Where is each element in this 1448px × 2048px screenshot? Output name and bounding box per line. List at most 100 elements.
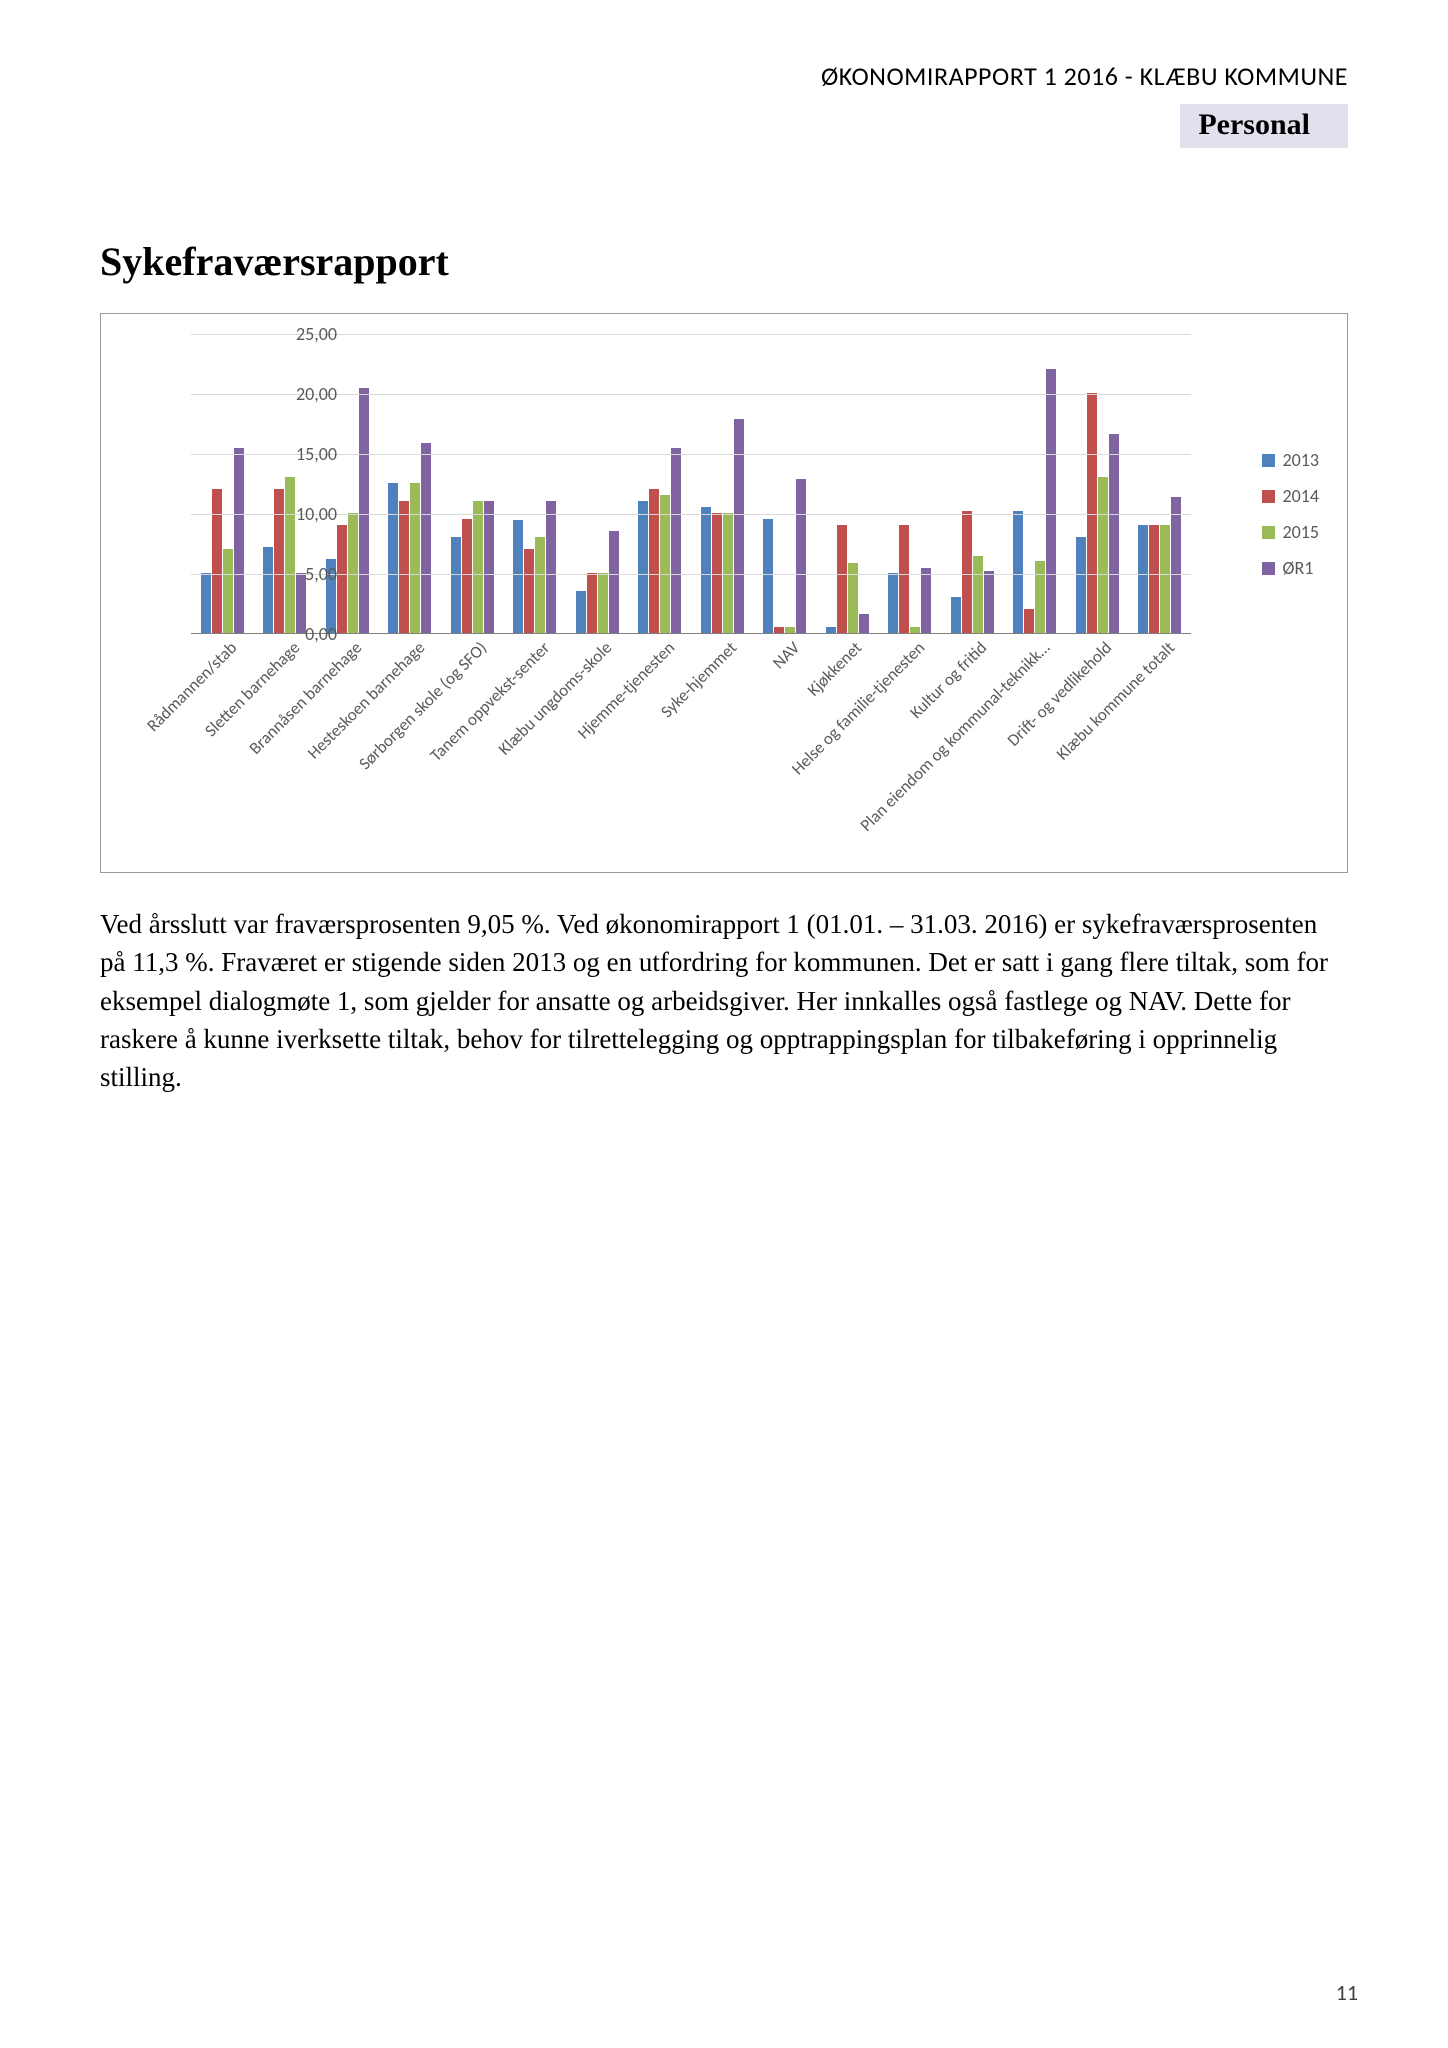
category-group: Sletten barnehage (254, 334, 317, 633)
bar (484, 501, 494, 633)
bar (826, 627, 836, 633)
bar (598, 573, 608, 633)
bar (796, 479, 806, 633)
bar (1035, 561, 1045, 633)
bar (462, 519, 472, 633)
bar (587, 573, 597, 633)
bar (609, 531, 619, 633)
section-title: Sykefraværsrapport (100, 238, 1348, 285)
bar (348, 513, 358, 633)
category-group: Drift- og vedlikehold (1066, 334, 1129, 633)
legend-swatch (1262, 454, 1275, 467)
bar (984, 571, 994, 633)
y-tick-label: 10,00 (267, 503, 337, 525)
legend-label: 2015 (1283, 521, 1320, 543)
bar (546, 501, 556, 633)
y-tick-label: 20,00 (267, 383, 337, 405)
category-group: Hjemme-tjenesten (629, 334, 692, 633)
x-tick-label: Hesteskoen barnehage (303, 637, 429, 763)
x-tick-label: Klæbu ungdoms-skole (494, 637, 616, 759)
bar (701, 507, 711, 633)
gridline (191, 334, 1191, 335)
legend-swatch (1262, 526, 1275, 539)
legend-item: 2014 (1262, 485, 1320, 507)
x-tick-label: Drift- og vedlikehold (1003, 637, 1116, 750)
bar (524, 549, 534, 633)
report-header: ØKONOMIRAPPORT 1 2016 - KLÆBU KOMMUNE (100, 60, 1348, 92)
bar (223, 549, 233, 633)
bar (785, 627, 795, 633)
bar (763, 519, 773, 633)
category-group: Plan eiendom og kommunal-teknikk… (1004, 334, 1067, 633)
bar (638, 501, 648, 633)
bar (399, 501, 409, 633)
bar (1046, 369, 1056, 633)
category-group: Klæbu kommune totalt (1129, 334, 1192, 633)
bar (1160, 525, 1170, 633)
sykefravaer-chart: Rådmannen/stabSletten barnehageBrannåsen… (100, 313, 1348, 873)
bar (410, 483, 420, 633)
bar (1138, 525, 1148, 633)
badge-wrap: Personal (100, 104, 1348, 148)
category-group: Kultur og fritid (941, 334, 1004, 633)
bar (513, 520, 523, 633)
bar (212, 489, 222, 633)
bar (576, 591, 586, 633)
category-group: Hesteskoen barnehage (379, 334, 442, 633)
bar (649, 489, 659, 633)
legend-swatch (1262, 562, 1275, 575)
bar (1098, 477, 1108, 633)
y-tick-label: 5,00 (267, 563, 337, 585)
category-group: Tanem oppvekst-senter (504, 334, 567, 633)
bar (1171, 497, 1181, 633)
bar (1024, 609, 1034, 633)
category-group: Helse og familie-tjenesten (879, 334, 942, 633)
bar (1013, 511, 1023, 633)
bar (234, 448, 244, 633)
legend-item: 2013 (1262, 449, 1320, 471)
bar (859, 614, 869, 633)
page-number: 11 (1336, 1979, 1358, 2006)
bar (421, 443, 431, 633)
gridline (191, 454, 1191, 455)
bar (774, 627, 784, 633)
y-tick-label: 25,00 (267, 323, 337, 345)
bar (962, 511, 972, 633)
x-tick-label: Brannåsen barnehage (245, 637, 366, 758)
x-tick-label: NAV (768, 637, 804, 673)
category-group: NAV (754, 334, 817, 633)
body-paragraph: Ved årsslutt var fraværsprosenten 9,05 %… (100, 905, 1348, 1097)
category-group: Klæbu ungdoms-skole (566, 334, 629, 633)
bar (734, 419, 744, 633)
y-tick-label: 0,00 (267, 623, 337, 645)
bar (712, 513, 722, 633)
gridline (191, 514, 1191, 515)
bar (951, 597, 961, 633)
x-tick-label: Kjøkkenet (803, 637, 866, 700)
bar (451, 537, 461, 633)
bar (359, 388, 369, 633)
bar (263, 547, 273, 633)
category-group: Kjøkkenet (816, 334, 879, 633)
bar (837, 525, 847, 633)
bar (1076, 537, 1086, 633)
bars-layer: Rådmannen/stabSletten barnehageBrannåsen… (191, 334, 1191, 633)
bar (921, 568, 931, 633)
chart-legend: 2013 2014 2015 ØR1 (1262, 449, 1320, 593)
legend-item: ØR1 (1262, 557, 1320, 579)
category-group: Rådmannen/stab (191, 334, 254, 633)
category-group: Sørborgen skole (og SFO) (441, 334, 504, 633)
legend-label: 2013 (1283, 449, 1320, 471)
gridline (191, 574, 1191, 575)
bar (388, 483, 398, 633)
legend-label: 2014 (1283, 485, 1320, 507)
gridline (191, 394, 1191, 395)
bar (888, 573, 898, 633)
category-group: Syke-hjemmet (691, 334, 754, 633)
bar (1149, 525, 1159, 633)
category-group: Brannåsen barnehage (316, 334, 379, 633)
bar (723, 513, 733, 633)
legend-swatch (1262, 490, 1275, 503)
bar (973, 556, 983, 633)
legend-item: 2015 (1262, 521, 1320, 543)
